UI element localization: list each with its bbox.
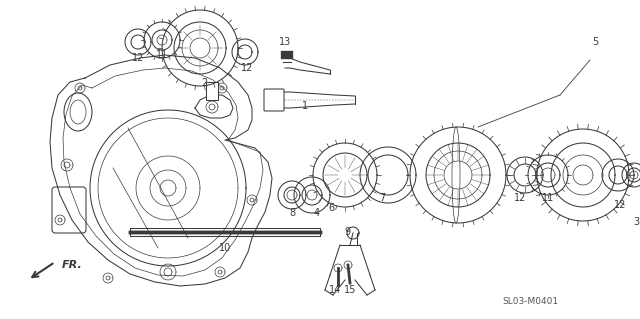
Text: 12: 12 (132, 53, 144, 63)
Text: 9: 9 (344, 227, 350, 237)
Text: SL03-M0401: SL03-M0401 (502, 298, 558, 307)
Text: 11: 11 (156, 50, 168, 60)
Text: 12: 12 (614, 200, 626, 210)
Text: 12: 12 (514, 193, 526, 203)
Text: 14: 14 (329, 285, 341, 295)
FancyBboxPatch shape (264, 89, 284, 111)
Text: 8: 8 (289, 208, 295, 218)
Text: 12: 12 (241, 63, 253, 73)
Text: 13: 13 (279, 37, 291, 47)
Text: FR.: FR. (62, 260, 83, 270)
Text: 6: 6 (328, 203, 334, 213)
Bar (206, 82, 218, 100)
Text: 7: 7 (379, 193, 385, 203)
Text: 3: 3 (633, 217, 639, 227)
Text: 2: 2 (201, 78, 207, 88)
Text: 15: 15 (344, 285, 356, 295)
Text: 4: 4 (314, 208, 320, 218)
Text: 1: 1 (302, 101, 308, 111)
Text: 10: 10 (219, 243, 231, 253)
Text: 11: 11 (542, 193, 554, 203)
Text: 5: 5 (592, 37, 598, 47)
